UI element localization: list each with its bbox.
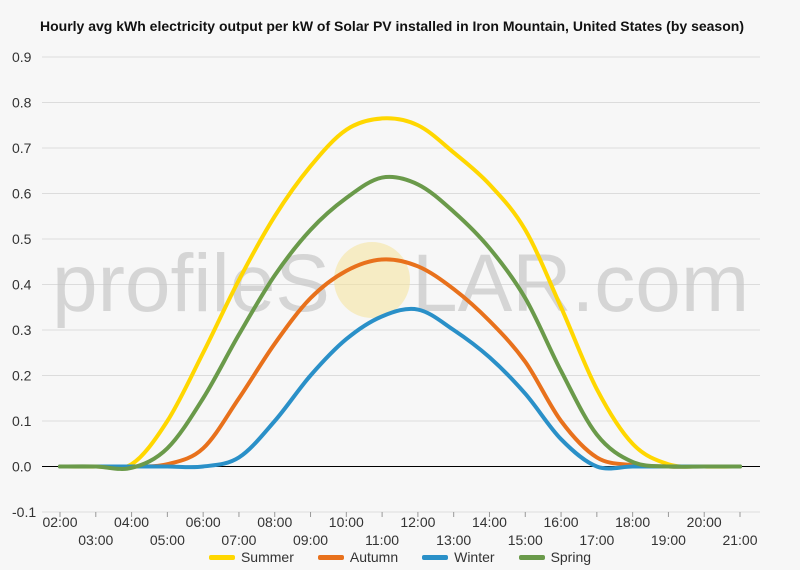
y-tick-label: 0.6 bbox=[12, 186, 32, 202]
x-tick-label: 11:00 bbox=[365, 532, 399, 548]
x-tick-label: 08:00 bbox=[257, 514, 292, 530]
y-tick-label: 0.0 bbox=[12, 459, 32, 475]
y-tick-label: 0.4 bbox=[12, 277, 32, 293]
series-lines bbox=[58, 116, 742, 471]
legend-label: Spring bbox=[550, 549, 592, 565]
legend-label: Autumn bbox=[349, 549, 399, 565]
legend-item-winter[interactable]: Winter bbox=[422, 549, 495, 565]
legend: Summer Autumn Winter Spring bbox=[0, 549, 800, 565]
series-line-autumn bbox=[58, 257, 742, 469]
watermark: profileS LAR.com bbox=[52, 238, 749, 329]
y-tick-label: 0.5 bbox=[12, 231, 32, 247]
y-tick-label: 0.3 bbox=[12, 322, 32, 338]
x-tick-label: 04:00 bbox=[114, 514, 149, 530]
y-tick-label: 0.8 bbox=[12, 95, 32, 111]
y-tick-label: -0.1 bbox=[12, 504, 36, 520]
x-tick-label: 12:00 bbox=[400, 514, 435, 530]
chart-title: Hourly avg kWh electricity output per kW… bbox=[40, 18, 744, 34]
x-tick-label: 10:00 bbox=[329, 514, 364, 530]
y-tick-label: 0.9 bbox=[12, 49, 32, 65]
legend-item-summer[interactable]: Summer bbox=[208, 549, 294, 565]
series-line-spring bbox=[58, 174, 742, 471]
legend-swatch bbox=[518, 554, 545, 560]
watermark-text-left: profileS bbox=[52, 238, 330, 329]
x-tick-label: 21:00 bbox=[722, 532, 757, 548]
legend-swatch bbox=[208, 554, 235, 560]
x-tick-label: 06:00 bbox=[186, 514, 221, 530]
legend-swatch bbox=[422, 554, 449, 560]
y-tick-label: 0.1 bbox=[12, 413, 32, 429]
legend-label: Summer bbox=[240, 549, 294, 565]
x-tick-label: 05:00 bbox=[150, 532, 185, 548]
series-line-winter bbox=[58, 306, 742, 471]
x-tick-label: 14:00 bbox=[472, 514, 507, 530]
series-line-summer bbox=[58, 116, 742, 471]
x-tick-label: 18:00 bbox=[615, 514, 650, 530]
legend-swatch bbox=[317, 554, 344, 560]
x-tick-label: 20:00 bbox=[687, 514, 722, 530]
y-tick-label: 0.2 bbox=[12, 368, 32, 384]
legend-item-spring[interactable]: Spring bbox=[518, 549, 592, 565]
watermark-sun-icon bbox=[334, 242, 410, 318]
legend-item-autumn[interactable]: Autumn bbox=[317, 549, 399, 565]
watermark-text-right: LAR.com bbox=[412, 238, 749, 329]
x-tick-label: 17:00 bbox=[579, 532, 614, 548]
x-tick-label: 07:00 bbox=[221, 532, 256, 548]
x-tick-label: 02:00 bbox=[42, 514, 77, 530]
legend-label: Winter bbox=[454, 549, 495, 565]
x-tick-label: 09:00 bbox=[293, 532, 328, 548]
y-tick-label: 0.7 bbox=[12, 140, 32, 156]
x-tick-label: 03:00 bbox=[78, 532, 113, 548]
x-tick-label: 15:00 bbox=[508, 532, 543, 548]
x-tick-label: 16:00 bbox=[544, 514, 579, 530]
x-tick-label: 19:00 bbox=[651, 532, 686, 548]
x-tick-label: 13:00 bbox=[436, 532, 471, 548]
